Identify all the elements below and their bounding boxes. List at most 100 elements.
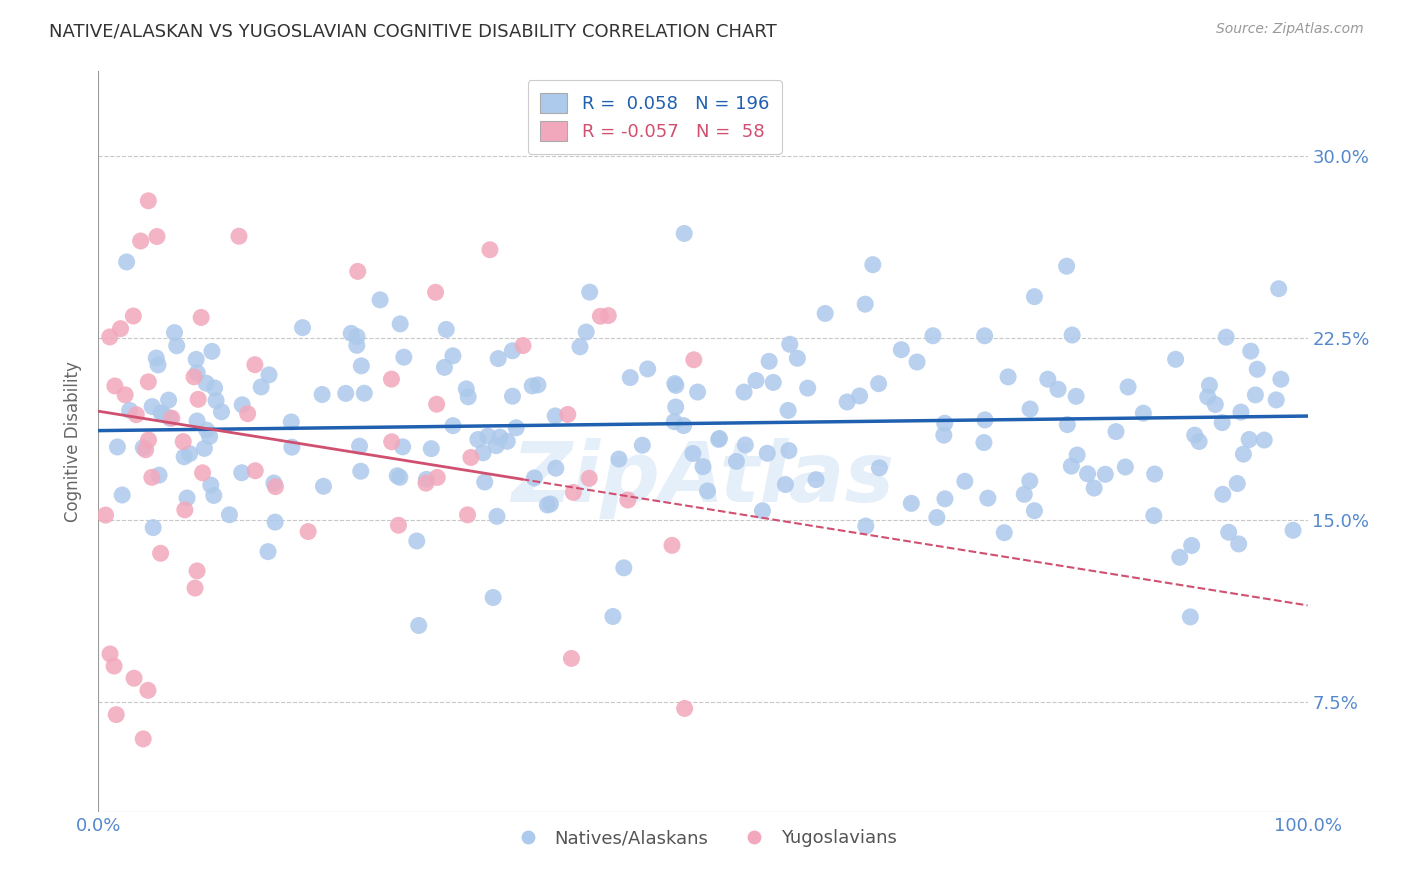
Point: [1267, 282, 1289, 296]
Point: [136, 683, 159, 698]
Point: [166, 339, 188, 353]
Point: [183, 369, 205, 384]
Point: [389, 317, 412, 331]
Point: [1212, 487, 1234, 501]
Point: [426, 397, 449, 411]
Point: [778, 443, 800, 458]
Point: [201, 344, 224, 359]
Point: [890, 343, 912, 357]
Point: [485, 509, 508, 524]
Point: [200, 478, 222, 492]
Point: [804, 473, 827, 487]
Point: [195, 376, 218, 391]
Point: [1232, 447, 1254, 461]
Point: [236, 407, 259, 421]
Point: [786, 351, 808, 366]
Point: [1116, 380, 1139, 394]
Point: [141, 470, 163, 484]
Point: [589, 310, 612, 324]
Point: [1064, 389, 1087, 403]
Point: [98, 647, 121, 661]
Point: [598, 309, 620, 323]
Point: [125, 408, 148, 422]
Point: [1018, 474, 1040, 488]
Point: [264, 515, 287, 529]
Point: [94, 508, 117, 522]
Point: [672, 418, 695, 433]
Point: [1237, 433, 1260, 447]
Point: [105, 440, 128, 454]
Point: [433, 360, 456, 375]
Point: [145, 351, 167, 365]
Point: [837, 395, 859, 409]
Point: [1188, 434, 1211, 449]
Point: [346, 338, 368, 352]
Point: [932, 428, 955, 442]
Point: [905, 355, 928, 369]
Point: [1253, 433, 1275, 447]
Point: [523, 471, 546, 485]
Point: [993, 525, 1015, 540]
Point: [388, 470, 411, 484]
Point: [488, 430, 510, 444]
Point: [502, 389, 524, 403]
Point: [779, 337, 801, 351]
Point: [311, 387, 333, 401]
Point: [1244, 388, 1267, 402]
Point: [263, 476, 285, 491]
Point: [617, 493, 640, 508]
Point: [172, 434, 194, 449]
Point: [485, 439, 508, 453]
Point: [613, 561, 636, 575]
Point: [245, 464, 267, 478]
Point: [665, 400, 688, 414]
Point: [756, 446, 779, 460]
Point: [457, 508, 479, 522]
Point: [1024, 290, 1046, 304]
Point: [211, 405, 233, 419]
Point: [190, 310, 212, 325]
Point: [512, 338, 534, 352]
Point: [186, 352, 208, 367]
Point: [350, 359, 373, 373]
Point: [538, 497, 561, 511]
Point: [368, 293, 391, 307]
Point: [578, 471, 600, 485]
Point: [557, 408, 579, 422]
Point: [855, 519, 877, 533]
Point: [1184, 428, 1206, 442]
Point: [457, 390, 479, 404]
Point: [122, 671, 145, 685]
Point: [335, 386, 357, 401]
Point: [974, 413, 997, 427]
Point: [1240, 344, 1263, 359]
Point: [733, 385, 755, 400]
Point: [977, 491, 1000, 505]
Point: [478, 243, 501, 257]
Point: [405, 533, 427, 548]
Point: [569, 340, 592, 354]
Point: [1198, 378, 1220, 392]
Point: [1066, 448, 1088, 462]
Point: [129, 234, 152, 248]
Point: [173, 503, 195, 517]
Point: [408, 618, 430, 632]
Point: [179, 447, 201, 461]
Point: [160, 411, 183, 425]
Point: [195, 423, 218, 437]
Point: [138, 194, 160, 208]
Point: [686, 385, 709, 400]
Point: [1077, 467, 1099, 481]
Point: [814, 306, 837, 320]
Legend: Natives/Alaskans, Yugoslavians: Natives/Alaskans, Yugoslavians: [502, 822, 904, 855]
Point: [228, 229, 250, 244]
Point: [1218, 525, 1240, 540]
Point: [150, 406, 173, 420]
Point: [664, 415, 686, 429]
Point: [486, 351, 509, 366]
Point: [477, 429, 499, 443]
Point: [692, 459, 714, 474]
Point: [1036, 372, 1059, 386]
Point: [560, 651, 582, 665]
Point: [186, 366, 208, 380]
